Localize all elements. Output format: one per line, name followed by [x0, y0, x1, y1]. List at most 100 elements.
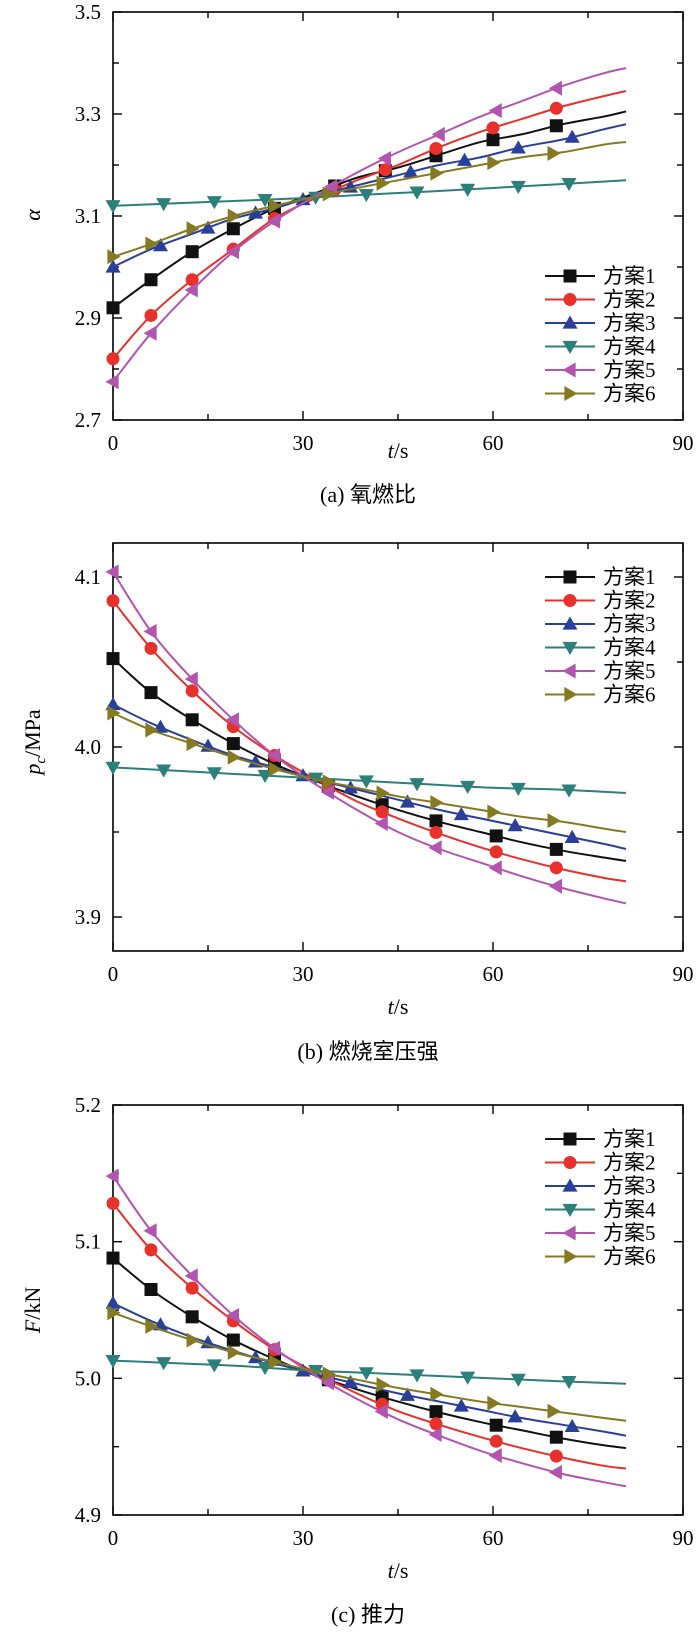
data-point: [144, 1243, 158, 1257]
data-point: [106, 594, 120, 608]
data-point: [429, 1405, 443, 1419]
data-point: [564, 1418, 580, 1433]
data-point: [487, 155, 501, 171]
data-point: [144, 1283, 158, 1296]
x-tick-label: 60: [483, 431, 504, 455]
data-point: [409, 778, 425, 792]
data-point: [489, 1434, 503, 1448]
data-point: [185, 684, 199, 698]
legend-marker: [563, 1132, 577, 1146]
data-point: [403, 164, 419, 178]
data-point: [428, 840, 442, 856]
data-point: [184, 282, 198, 298]
legend-marker: [564, 1249, 578, 1264]
x-axis-label: t/s: [388, 994, 409, 1019]
legend-label: 方案1: [603, 1127, 656, 1151]
data-point: [105, 1168, 119, 1184]
data-point: [156, 1357, 172, 1371]
legend-marker: [562, 340, 578, 354]
data-point: [105, 761, 121, 775]
data-point: [453, 1398, 469, 1412]
data-point: [547, 1403, 561, 1419]
legend-marker: [562, 1225, 576, 1241]
data-point: [564, 829, 580, 843]
data-point: [460, 1371, 476, 1385]
data-point: [257, 1362, 273, 1376]
data-point: [144, 641, 158, 655]
data-point: [106, 1196, 120, 1210]
data-point: [549, 861, 563, 875]
y-axis-label-unit: /MPa: [20, 709, 45, 757]
data-point: [322, 186, 336, 202]
data-point: [486, 121, 500, 135]
legend-label: 方案5: [603, 1221, 656, 1245]
legend-marker: [562, 315, 578, 329]
data-point: [267, 1340, 281, 1356]
data-point: [378, 163, 392, 177]
data-point: [257, 194, 273, 208]
series-6: [107, 705, 627, 833]
data-point: [376, 175, 390, 191]
y-axis-label: α: [20, 209, 45, 221]
legend-label: 方案6: [603, 382, 656, 406]
data-point: [267, 213, 281, 229]
data-point: [507, 818, 523, 832]
legend-label: 方案1: [603, 565, 656, 589]
data-point: [510, 782, 526, 796]
data-point: [549, 1449, 563, 1463]
data-point: [106, 652, 120, 666]
legend-label: 方案4: [603, 335, 656, 359]
data-point: [409, 186, 425, 200]
data-point: [145, 722, 159, 738]
data-point: [185, 1310, 199, 1324]
x-tick-label: 0: [108, 962, 119, 986]
data-point: [564, 129, 580, 143]
data-point: [548, 878, 562, 894]
data-point: [400, 794, 415, 808]
data-point: [226, 222, 240, 236]
x-axis-label-unit: /s: [394, 994, 409, 1019]
data-point: [185, 273, 199, 287]
data-point: [430, 165, 444, 181]
legend-marker: [562, 663, 576, 679]
data-point: [200, 1335, 216, 1349]
panel-caption: (c) 推力: [331, 1602, 405, 1627]
data-point: [322, 1366, 336, 1382]
data-point: [460, 183, 476, 197]
data-point: [227, 749, 241, 765]
y-tick-label: 3.9: [75, 905, 101, 929]
series-line: [112, 571, 627, 905]
series-line: [112, 1175, 627, 1488]
data-point: [549, 842, 563, 856]
data-point: [547, 145, 561, 161]
data-point: [206, 767, 222, 781]
y-tick-label: 4.9: [75, 1503, 101, 1527]
data-point: [105, 374, 119, 390]
legend-label: 方案3: [603, 612, 656, 636]
legend-marker: [562, 1178, 578, 1192]
data-point: [322, 774, 336, 790]
data-point: [460, 780, 476, 794]
data-point: [430, 795, 444, 811]
legend-marker: [562, 1203, 578, 1217]
data-point: [548, 80, 562, 96]
y-axis-label: F/kN: [20, 1287, 45, 1335]
data-point: [428, 1426, 442, 1442]
data-point: [143, 623, 157, 639]
data-point: [105, 1295, 121, 1309]
x-axis-label-var: t: [388, 994, 395, 1019]
data-point: [376, 1377, 390, 1393]
data-point: [143, 1223, 157, 1239]
plot-frame: [112, 11, 684, 421]
series-2: [106, 594, 627, 883]
data-point: [145, 1318, 159, 1334]
data-point: [184, 1268, 198, 1284]
y-axis-label: pc/MPa: [20, 709, 49, 777]
legend-label: 方案2: [603, 1151, 656, 1175]
y-tick-label: 2.9: [75, 306, 101, 330]
series-2: [106, 1196, 627, 1470]
series-2: [106, 90, 627, 366]
data-point: [457, 152, 472, 166]
